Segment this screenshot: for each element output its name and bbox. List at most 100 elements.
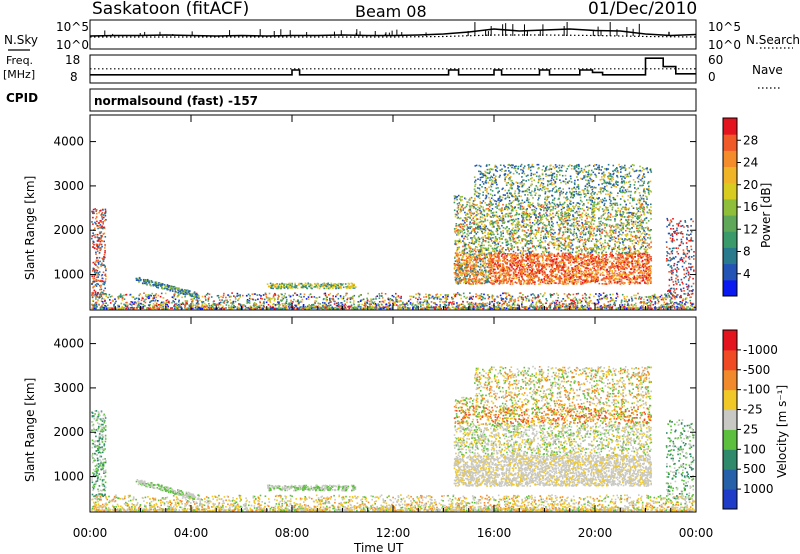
echo-cell xyxy=(619,228,621,231)
echo-cell xyxy=(627,227,629,230)
echo-cell xyxy=(286,284,288,286)
echo-cell xyxy=(583,281,586,284)
echo-cell xyxy=(157,284,160,287)
echo-cell xyxy=(569,228,571,231)
echo-cell xyxy=(400,300,402,303)
echo-cell xyxy=(303,295,305,298)
echo-cell xyxy=(370,303,372,305)
echo-cell xyxy=(334,283,336,286)
echo-cell xyxy=(606,206,609,209)
echo-cell xyxy=(663,305,666,308)
echo-cell xyxy=(514,281,517,284)
echo-cell xyxy=(601,208,604,210)
echo-cell xyxy=(558,307,560,309)
echo-cell xyxy=(432,295,434,298)
echo-cell xyxy=(493,257,495,260)
echo-cell xyxy=(612,202,615,205)
echo-cell xyxy=(615,237,617,240)
echo-cell xyxy=(570,245,573,247)
echo-cell xyxy=(463,241,465,244)
echo-cell xyxy=(616,293,619,296)
echo-cell xyxy=(543,294,545,296)
echo-cell xyxy=(99,232,102,234)
echo-cell xyxy=(470,196,473,199)
echo-cell xyxy=(305,286,307,288)
echo-cell xyxy=(638,260,640,262)
echo-cell xyxy=(353,283,355,286)
echo-cell xyxy=(150,281,153,284)
echo-cell xyxy=(91,296,94,298)
echo-cell xyxy=(238,303,240,305)
echo-cell xyxy=(236,295,238,297)
echo-cell xyxy=(269,306,272,309)
echo-cell xyxy=(679,303,682,306)
echo-cell xyxy=(524,270,527,273)
echo-cell xyxy=(569,278,571,281)
echo-cell xyxy=(375,307,378,309)
echo-cell xyxy=(323,292,326,295)
echo-cell xyxy=(213,303,215,305)
echo-cell xyxy=(542,303,544,306)
echo-cell xyxy=(486,256,488,259)
echo-cell xyxy=(361,307,363,310)
echo-cell xyxy=(541,189,543,192)
echo-cell xyxy=(119,293,122,296)
echo-cell xyxy=(365,301,368,303)
echo-cell xyxy=(549,294,552,296)
echo-cell xyxy=(350,304,353,307)
echo-cell xyxy=(552,260,555,263)
echo-cell xyxy=(132,303,135,305)
echo-cell xyxy=(97,299,99,302)
echo-cell xyxy=(655,296,658,298)
echo-cell xyxy=(138,279,140,282)
echo-cell xyxy=(512,302,515,305)
echo-cell xyxy=(549,302,551,305)
echo-cell xyxy=(619,166,621,168)
echo-cell xyxy=(335,285,337,288)
echo-cell xyxy=(505,292,507,294)
echo-cell xyxy=(593,210,596,212)
echo-cell xyxy=(500,282,503,284)
echo-cell xyxy=(492,224,495,227)
echo-cell xyxy=(252,304,255,307)
echo-cell xyxy=(470,301,473,304)
echo-cell xyxy=(570,302,572,305)
echo-cell xyxy=(187,292,189,295)
echo-cell xyxy=(635,252,637,255)
echo-cell xyxy=(149,301,151,304)
echo-cell xyxy=(613,247,615,249)
echo-cell xyxy=(395,292,397,295)
echo-cell xyxy=(619,219,622,222)
echo-cell xyxy=(464,307,467,309)
echo-cell xyxy=(525,232,528,234)
echo-cell xyxy=(102,306,104,309)
echo-cell xyxy=(685,307,688,310)
echo-cell xyxy=(272,297,275,299)
echo-cell xyxy=(260,304,263,307)
echo-cell xyxy=(608,256,611,258)
echo-cell xyxy=(93,212,95,215)
echo-cell xyxy=(538,302,541,304)
echo-cell xyxy=(607,304,610,307)
echo-cell xyxy=(220,307,223,310)
echo-cell xyxy=(174,298,177,301)
echo-cell xyxy=(552,300,554,303)
echo-cell xyxy=(576,240,579,243)
echo-cell xyxy=(93,275,95,277)
echo-cell xyxy=(480,298,483,301)
echo-cell xyxy=(590,257,592,260)
echo-cell xyxy=(393,295,395,298)
echo-cell xyxy=(559,187,561,189)
echo-cell xyxy=(173,295,176,297)
echo-cell xyxy=(377,303,379,305)
echo-cell xyxy=(586,199,588,201)
echo-cell xyxy=(171,307,173,309)
echo-cell xyxy=(576,261,578,264)
echo-cell xyxy=(325,295,327,298)
echo-cell xyxy=(563,202,565,205)
echo-cell xyxy=(610,297,612,299)
echo-cell xyxy=(527,307,530,310)
echo-cell xyxy=(184,304,187,306)
echo-cell xyxy=(557,297,559,299)
echo-cell xyxy=(458,281,461,283)
